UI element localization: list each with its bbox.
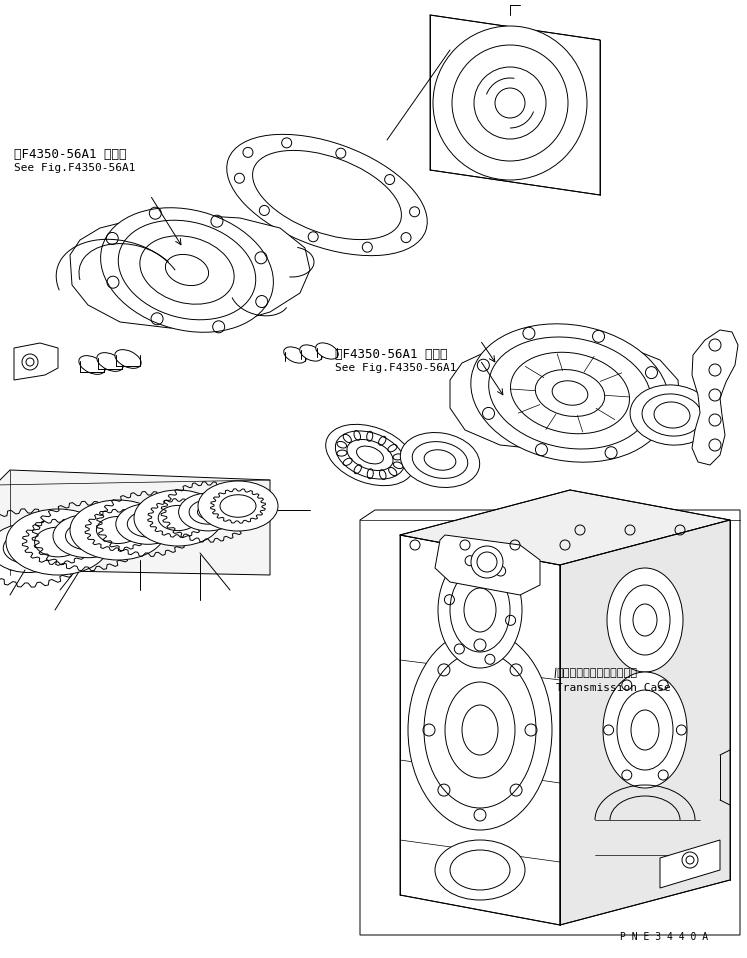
Ellipse shape xyxy=(115,350,141,369)
Polygon shape xyxy=(660,840,720,888)
Polygon shape xyxy=(435,535,540,595)
Circle shape xyxy=(471,546,503,578)
Polygon shape xyxy=(70,215,310,328)
Ellipse shape xyxy=(158,506,198,531)
Ellipse shape xyxy=(227,134,427,256)
Ellipse shape xyxy=(96,516,140,543)
Text: See Fig.F4350-56A1: See Fig.F4350-56A1 xyxy=(335,363,456,373)
Polygon shape xyxy=(430,15,600,195)
Ellipse shape xyxy=(438,552,522,668)
Text: See Fig.F4350-56A1: See Fig.F4350-56A1 xyxy=(14,163,135,173)
Polygon shape xyxy=(0,470,270,575)
Text: 第F4350-56A1 図参照: 第F4350-56A1 図参照 xyxy=(14,148,126,161)
Polygon shape xyxy=(450,340,680,450)
Polygon shape xyxy=(360,510,740,935)
Ellipse shape xyxy=(316,343,338,359)
Ellipse shape xyxy=(300,345,322,361)
Ellipse shape xyxy=(0,523,66,573)
Ellipse shape xyxy=(198,481,278,531)
Text: 第F4350-56A1 図参照: 第F4350-56A1 図参照 xyxy=(335,348,447,361)
Ellipse shape xyxy=(408,630,552,830)
Ellipse shape xyxy=(6,509,110,575)
Ellipse shape xyxy=(433,26,587,180)
Ellipse shape xyxy=(326,424,415,486)
Ellipse shape xyxy=(179,493,238,531)
Ellipse shape xyxy=(116,504,180,544)
Ellipse shape xyxy=(34,527,81,557)
Ellipse shape xyxy=(101,208,273,332)
Ellipse shape xyxy=(284,347,306,363)
Polygon shape xyxy=(14,343,58,380)
Ellipse shape xyxy=(603,672,687,788)
Ellipse shape xyxy=(220,494,256,517)
Ellipse shape xyxy=(607,568,683,672)
Text: トランスミッションケース: トランスミッションケース xyxy=(556,668,637,678)
Polygon shape xyxy=(400,535,560,925)
Polygon shape xyxy=(400,490,730,565)
Ellipse shape xyxy=(134,490,222,546)
Text: P N E 3 4 4 0 A: P N E 3 4 4 0 A xyxy=(620,932,708,942)
Ellipse shape xyxy=(97,353,123,372)
Ellipse shape xyxy=(70,500,166,560)
Polygon shape xyxy=(560,520,730,925)
Ellipse shape xyxy=(53,514,123,558)
Ellipse shape xyxy=(435,840,525,900)
Ellipse shape xyxy=(79,355,105,375)
Ellipse shape xyxy=(471,324,669,462)
Polygon shape xyxy=(692,330,738,465)
Text: Transmission Case: Transmission Case xyxy=(556,683,671,693)
Ellipse shape xyxy=(630,385,714,445)
Ellipse shape xyxy=(400,432,480,488)
